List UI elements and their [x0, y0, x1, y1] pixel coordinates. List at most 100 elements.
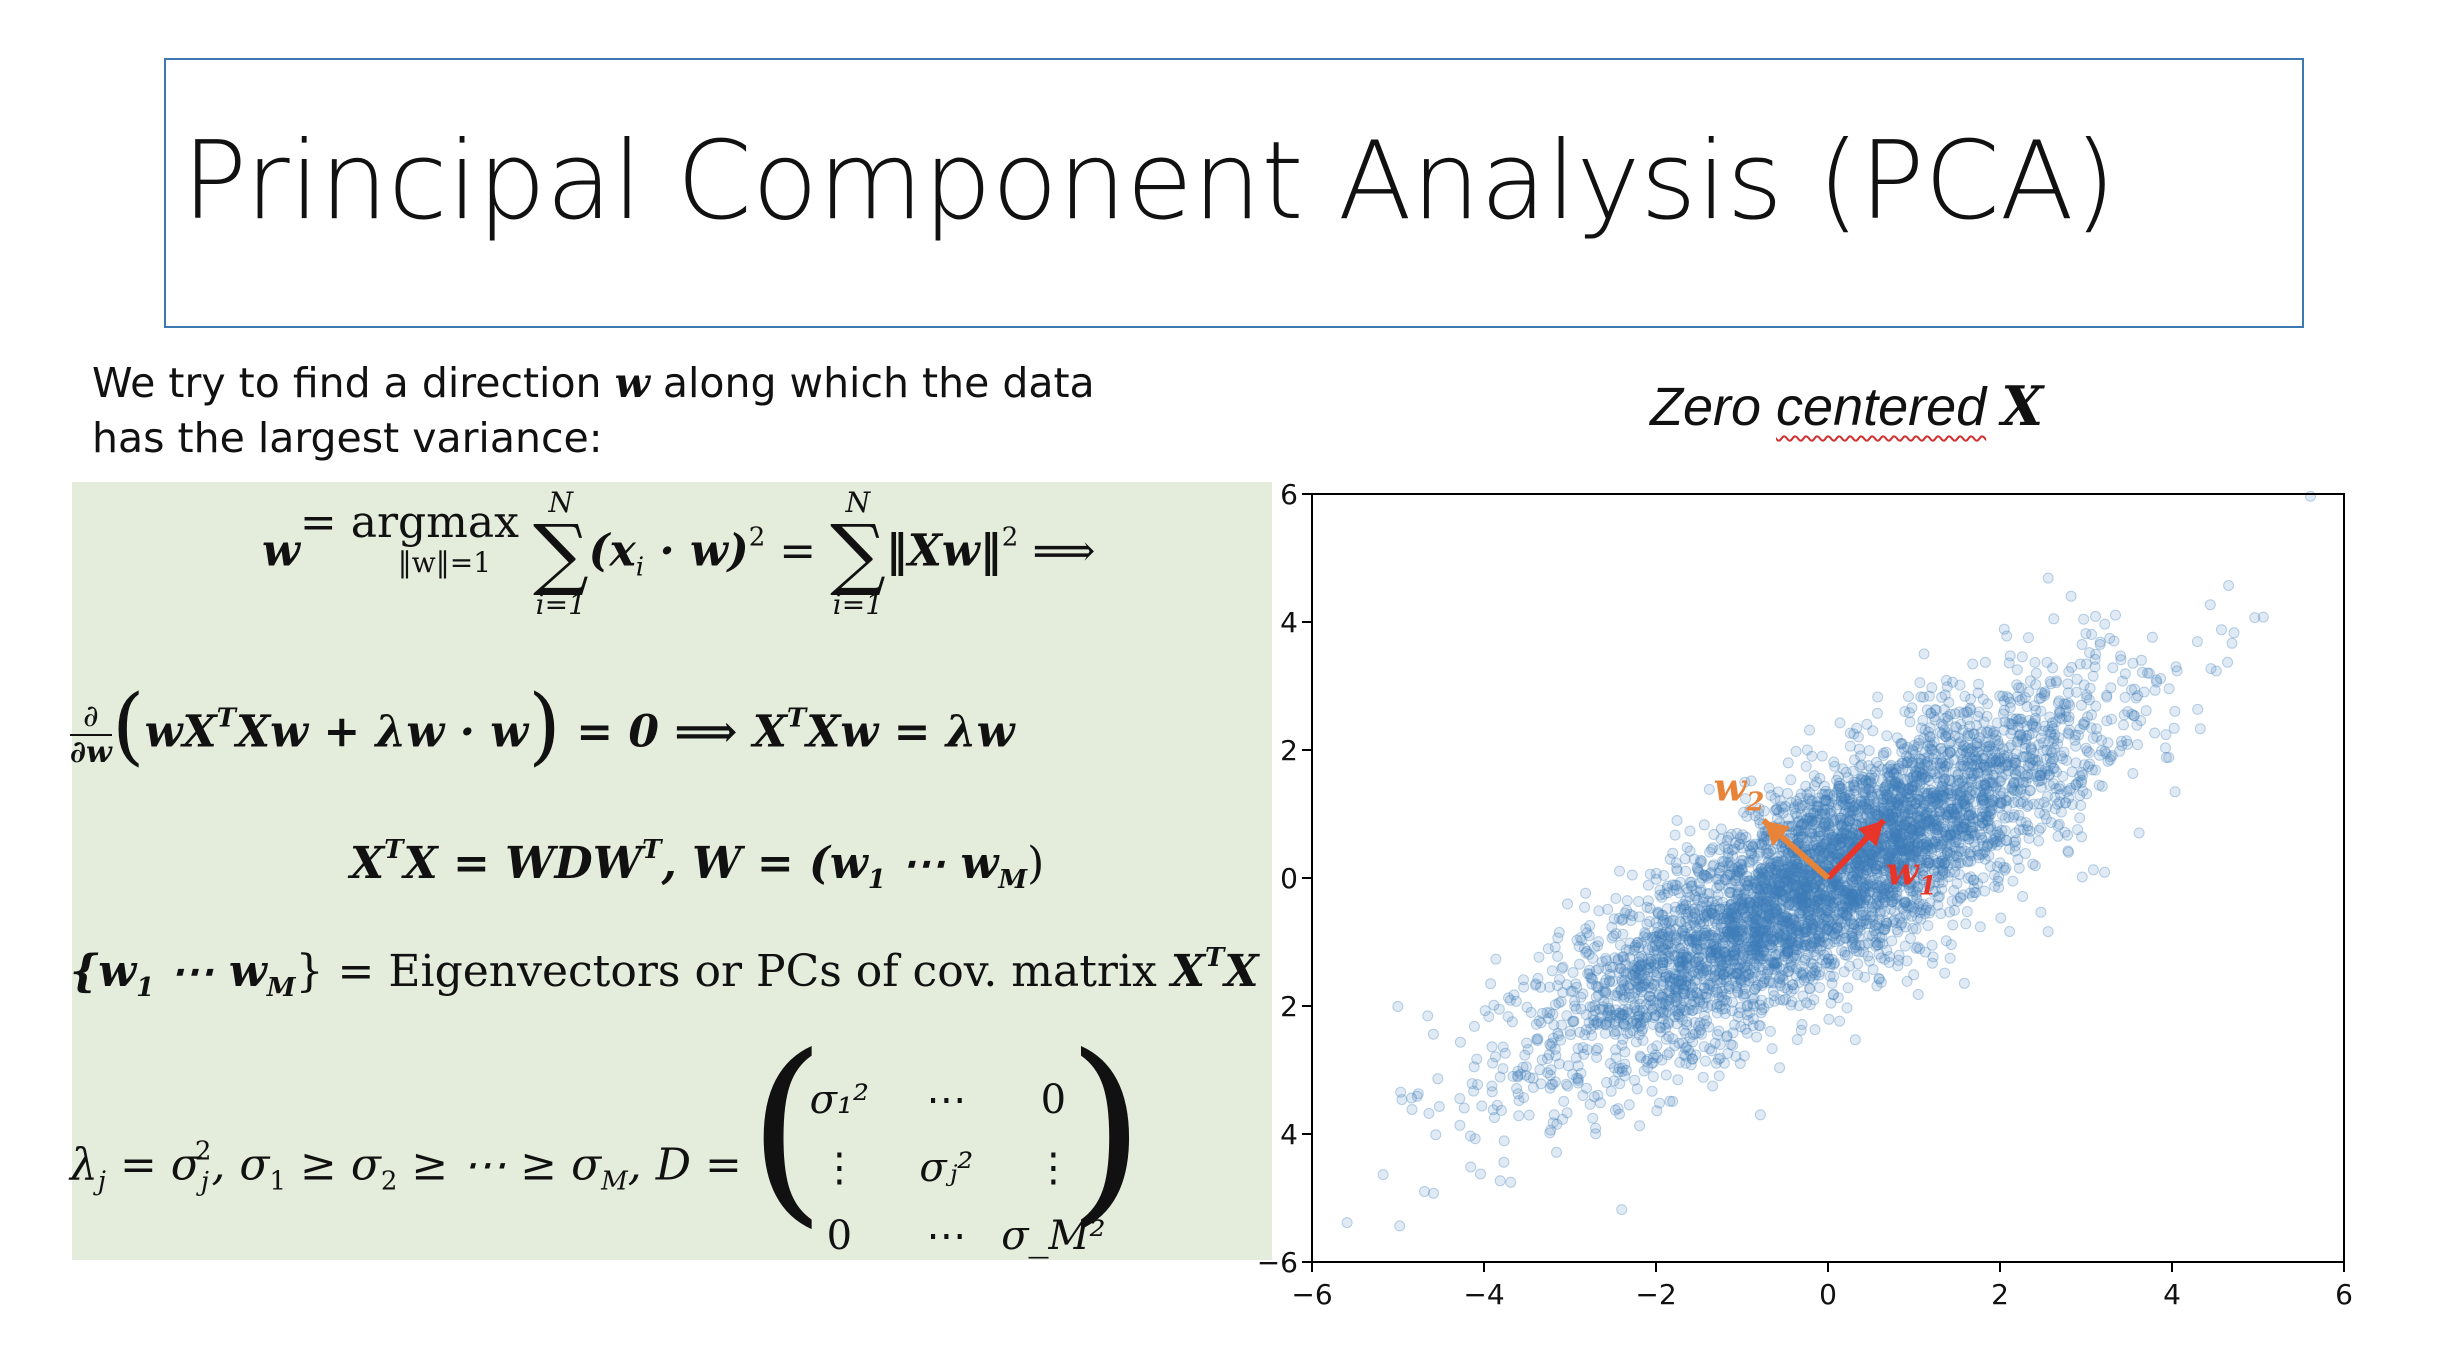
scatter-point	[1840, 909, 1852, 921]
scatter-point	[1728, 902, 1740, 914]
scatter-point	[1551, 1146, 1562, 1158]
scatter-point	[1841, 880, 1853, 892]
scatter-point	[1635, 958, 1647, 970]
scatter-point	[1994, 857, 2006, 869]
scatter-point	[1900, 838, 1912, 850]
scatter-point	[1693, 930, 1705, 942]
scatter-point	[1422, 1010, 1434, 1022]
scatter-point	[1958, 794, 1970, 806]
scatter-point	[2042, 926, 2054, 938]
scatter-point	[1716, 960, 1728, 972]
scatter-point	[1797, 900, 1809, 912]
scatter-point	[1768, 959, 1780, 971]
scatter-point	[1869, 846, 1881, 858]
scatter-point	[1668, 950, 1680, 961]
scatter-point	[1799, 954, 1811, 966]
scatter-point	[1896, 737, 1908, 749]
scatter-point	[1644, 916, 1656, 927]
plot-title-var: X	[2001, 374, 2044, 438]
scatter-point	[1512, 1070, 1524, 1082]
matrix-cell: ⋮	[819, 1145, 860, 1191]
scatter-point	[1689, 975, 1701, 987]
scatter-point	[1801, 744, 1813, 756]
scatter-point	[1986, 777, 1998, 789]
scatter-point	[1827, 790, 1839, 802]
scatter-point	[1881, 780, 1893, 792]
scatter-point	[1782, 937, 1794, 949]
scatter-point	[1598, 995, 1610, 1007]
scatter-point	[1763, 912, 1775, 924]
scatter-point	[1942, 832, 1954, 844]
scatter-point	[1809, 880, 1821, 891]
scatter-point	[1976, 817, 1988, 829]
scatter-point	[1965, 809, 1977, 821]
scatter-point	[1936, 883, 1948, 895]
eq4-a-sub: 1	[136, 973, 155, 1003]
scatter-point	[1769, 804, 1781, 816]
scatter-point	[1691, 953, 1703, 965]
scatter-point	[1920, 809, 1932, 821]
scatter-point	[1618, 994, 1630, 1006]
scatter-point	[1796, 968, 1808, 980]
scatter-point	[1789, 882, 1801, 894]
scatter-point	[1706, 844, 1718, 856]
scatter-point	[2038, 745, 2049, 756]
scatter-point	[1796, 1019, 1808, 1030]
scatter-point	[2015, 816, 2027, 828]
scatter-point	[1693, 866, 1705, 878]
scatter-point	[1866, 906, 1878, 918]
scatter-point	[2004, 926, 2016, 937]
scatter-point	[1753, 1019, 1765, 1031]
scatter-point	[1553, 1058, 1565, 1070]
scatter-point	[1965, 871, 1977, 883]
scatter-point	[1954, 787, 1966, 799]
scatter-point	[1858, 896, 1870, 908]
scatter-point	[2003, 791, 2015, 803]
scatter-point	[1765, 845, 1777, 857]
scatter-point	[1956, 758, 1967, 770]
scatter-point	[1616, 1204, 1628, 1216]
scatter-point	[1984, 860, 1996, 872]
scatter-point	[1884, 769, 1895, 781]
scatter-point	[1817, 821, 1829, 833]
scatter-point	[1531, 1035, 1543, 1047]
scatter-point	[1686, 982, 1698, 994]
scatter-point	[2100, 748, 2112, 760]
scatter-point	[1552, 950, 1564, 962]
scatter-point	[1619, 1046, 1631, 1058]
scatter-point	[1814, 844, 1826, 856]
scatter-point	[1782, 788, 1793, 799]
scatter-point	[1926, 939, 1938, 951]
scatter-point	[1933, 811, 1945, 823]
scatter-point	[1689, 1017, 1701, 1028]
scatter-point	[1752, 867, 1764, 879]
scatter-point	[2143, 667, 2155, 679]
scatter-point	[1532, 973, 1544, 984]
scatter-point	[1580, 887, 1592, 899]
eq5-sigma-sup: 2	[194, 1136, 212, 1167]
scatter-point	[1717, 969, 1729, 981]
scatter-point	[1614, 1108, 1625, 1120]
scatter-point	[1847, 932, 1859, 943]
scatter-point	[1764, 913, 1776, 924]
scatter-point	[1593, 936, 1605, 948]
scatter-point	[2305, 490, 2316, 502]
scatter-point	[1734, 923, 1746, 935]
scatter-point	[1617, 989, 1629, 1001]
scatter-point	[1824, 824, 1836, 836]
scatter-point	[1787, 979, 1799, 991]
scatter-point	[1832, 852, 1844, 864]
scatter-point	[1965, 846, 1977, 858]
scatter-point	[1547, 1078, 1559, 1090]
scatter-point	[1698, 893, 1710, 905]
scatter-point	[1430, 1129, 1442, 1141]
scatter-point	[1856, 876, 1868, 888]
scatter-point	[1857, 919, 1869, 931]
eq4-e: X	[1170, 946, 1205, 997]
scatter-point	[1535, 1017, 1547, 1029]
scatter-point	[1984, 797, 1996, 809]
scatter-point	[1913, 900, 1924, 912]
scatter-point	[1579, 1029, 1591, 1041]
scatter-point	[1702, 946, 1714, 958]
scatter-point	[1601, 1077, 1613, 1088]
